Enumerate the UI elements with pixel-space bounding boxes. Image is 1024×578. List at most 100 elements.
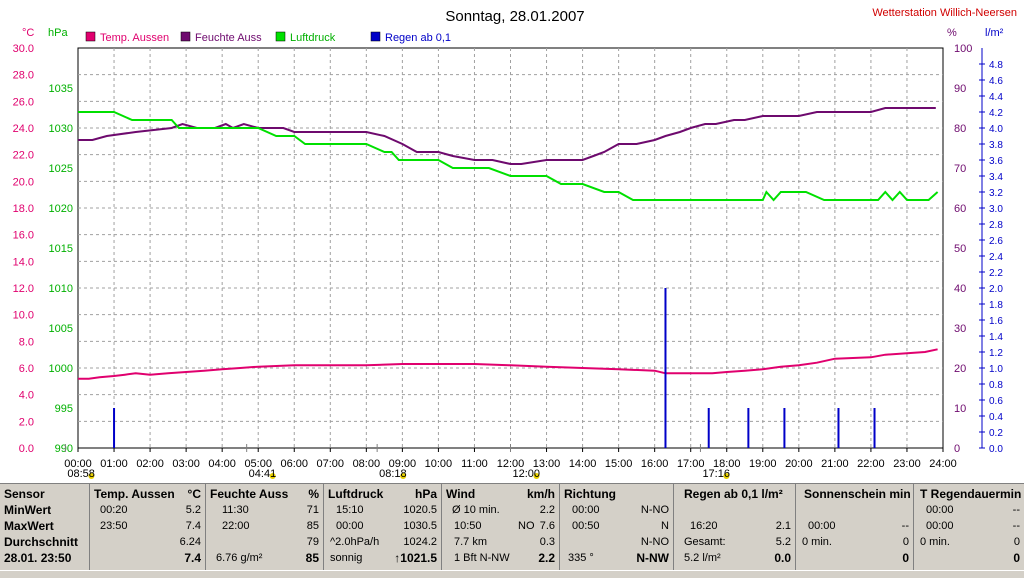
sensor-header: Sensor [4,487,45,501]
hum-unit: % [308,487,319,501]
temp-tick-label: 14.0 [13,256,34,268]
sun-marker-icon [400,473,407,479]
rdur-time-1: 00:00 [926,504,954,516]
current-datetime: 28.01. 23:50 [4,551,72,565]
pressure-tick-label: 1035 [49,83,73,95]
temp-unit-label: °C [22,27,34,39]
panel-col-wind: Wind km/h Ø 10 min. 2.2 10:50 NO 7.6 7.7 km 0… [442,484,560,578]
legend-label-temp: Temp. Aussen [100,32,169,44]
sun-value-2: 0 [902,536,909,548]
temp-min-value: 5.2 [185,504,201,516]
temperature-axis: 0.0 2.0 4.0 6.0 8.0 10.0 12.0 14.0 16.0 18.0 20.0 2… [13,43,34,455]
humidity-tick-label: 40 [954,283,966,295]
panel-col-humidity: Feuchte Auss% 11:30 71 22:00 85 79 6.76 g/… [206,484,324,578]
pressure-tick-label: 1030 [49,123,73,135]
temp-tick-label: 28.0 [13,70,34,82]
press-trend-label: ^2.0hPa/h [330,536,380,548]
time-tick-label: 05:00 [244,458,272,470]
rain-tick-label: 3.0 [989,204,1003,215]
legend-swatch-pressure [275,31,286,42]
time-tick-label: 23:00 [893,458,921,470]
rain-tick-label: 2.4 [989,252,1003,263]
rain-tick-label: 4.8 [989,60,1003,71]
station-name: Wetterstation Willich-Neersen [872,7,1017,19]
temp-tick-label: 4.0 [19,390,34,402]
rdur-value-1: -- [1012,504,1020,516]
rain-tick-label: 1.2 [989,348,1003,359]
temp-max-time: 23:50 [100,520,128,532]
press-trend-value: 1024.2 [403,536,437,548]
max-label: MaxWert [4,519,54,533]
pressure-tick-label: 1000 [49,363,73,375]
pressure-tick-label: 1015 [49,243,73,255]
dir-time-2: 00:50 [572,520,600,532]
legend: Temp. Aussen Feuchte Auss Luftdruck Rege… [85,31,451,44]
time-tick-label: 17:00 [677,458,705,470]
time-tick-label: 21:00 [821,458,849,470]
dir-value-1: N-NO [640,504,669,516]
rain-tick-label: 2.0 [989,284,1003,295]
press-unit: hPa [414,487,437,501]
time-tick-label: 03:00 [172,458,200,470]
humidity-tick-label: 0 [954,443,960,455]
temp-tick-label: 10.0 [13,310,34,322]
time-axis: 00:00 01:00 02:00 03:00 04:00 05:00 06:00 07:00… [64,448,957,470]
time-tick-label: 09:00 [389,458,417,470]
humidity-tick-label: 50 [954,243,966,255]
weather-chart: 0.0 2.0 4.0 6.0 8.0 10.0 12.0 14.0 16.0 18.0 20.0 2… [13,7,1017,480]
temp-tick-label: 0.0 [19,443,34,455]
legend-label-humidity: Feuchte Auss [195,32,262,44]
marker-label: 12:00 [513,468,541,480]
horizontal-scrollbar[interactable] [0,570,1024,578]
press-min-value: 1020.5 [403,504,437,516]
rain-tick-label: 3.4 [989,172,1003,183]
press-max-time: 00:00 [336,520,364,532]
marker-label: 08:18 [379,468,407,480]
temp-avg-value: 6.24 [179,536,201,548]
temp-tick-label: 30.0 [13,43,34,55]
sun-current-value: 0 [902,551,909,565]
rain-tick-label: 0.4 [989,412,1003,423]
hum-absolute: 6.76 g/m² [216,552,263,564]
wind-avg-label: Ø 10 min. [452,504,500,516]
legend-swatch-temp [85,31,96,42]
pressure-tick-label: 1025 [49,163,73,175]
temp-tick-label: 12.0 [13,283,34,295]
time-tick-label: 13:00 [533,458,561,470]
time-tick-label: 07:00 [317,458,345,470]
series-layer [78,107,939,448]
dir-value-2: N [661,520,669,532]
dir-value-3: N-NO [640,536,669,548]
temp-tick-label: 20.0 [13,176,34,188]
time-tick-label: 18:00 [713,458,741,470]
press-current-value: ↑1021.5 [394,551,437,565]
wind-gust-time: 10:50 [454,520,482,532]
sun-time: 00:00 [808,520,836,532]
rain-tick-label: 1.0 [989,364,1003,375]
press-min-time: 15:10 [336,504,364,516]
rain-tick-label: 4.6 [989,76,1003,87]
grid-lines [78,48,943,448]
time-tick-label: 16:00 [641,458,669,470]
rdur-current-value: 0 [1013,551,1020,565]
chart-title: Sonntag, 28.01.2007 [445,8,584,25]
temp-unit: °C [187,487,201,501]
rdur-value-2: -- [1012,520,1020,532]
panel-col-temp: Temp. Aussen °C 00:20 5.2 23:50 7.4 6.24 7.… [90,484,206,578]
humidity-unit-label: % [947,27,957,39]
rain-tick-label: 4.0 [989,124,1003,135]
temp-tick-label: 22.0 [13,150,34,162]
time-tick-label: 22:00 [857,458,885,470]
wind-distance-value: 0.3 [539,536,555,548]
humidity-tick-label: 80 [954,123,966,135]
sun-minutes: 0 min. [802,536,832,548]
pressure-tick-label: 1020 [49,203,73,215]
hum-header: Feuchte Auss [210,487,289,501]
press-forecast: sonnig [330,552,363,564]
rdur-minutes: 0 min. [920,536,950,548]
wind-unit: km/h [526,487,555,501]
humidity-tick-label: 10 [954,403,966,415]
pressure-tick-label: 1010 [49,283,73,295]
temp-header: Temp. Aussen [94,487,175,501]
rain-tick-label: 3.6 [989,156,1003,167]
